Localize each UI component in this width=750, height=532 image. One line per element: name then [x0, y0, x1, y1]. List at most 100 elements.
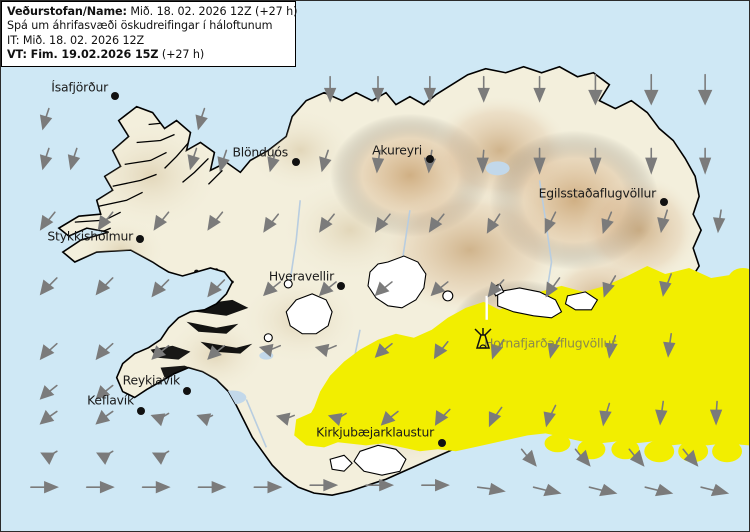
- wind-arrow: [434, 408, 451, 426]
- glaciers: [263, 255, 599, 476]
- wind-arrow: [533, 75, 546, 103]
- wind-arrow: [217, 149, 230, 173]
- wind-arrow: [712, 209, 726, 234]
- wind-arrow: [588, 73, 603, 106]
- info-valid-value: (+27 h): [158, 47, 205, 61]
- wind-arrow: [588, 483, 618, 497]
- ash-plume-southwest-lobe: [294, 411, 345, 448]
- wind-arrow: [30, 480, 59, 494]
- wind-arrow: [267, 149, 280, 173]
- wind-arrow: [644, 73, 659, 106]
- wind-arrow: [430, 281, 449, 297]
- wind-arrow: [96, 450, 114, 465]
- wind-arrow: [39, 277, 58, 296]
- wind-arrow: [545, 277, 561, 298]
- wind-arrow: [141, 480, 171, 494]
- wind-arrow: [589, 147, 602, 175]
- wind-arrow: [95, 277, 114, 296]
- wind-arrow: [196, 413, 214, 427]
- wind-arrow: [476, 149, 489, 174]
- wind-arrow: [423, 75, 437, 103]
- wind-arrow: [547, 336, 561, 359]
- wind-arrow: [150, 412, 170, 427]
- wind-arrow: [95, 409, 114, 425]
- wind-arrow: [327, 412, 347, 427]
- info-line-description: Spá um áhrifasvæði öskudreifingar í hálo…: [7, 19, 273, 33]
- glacier-myrdalsjokull: [353, 444, 407, 476]
- glacier-vatnajokull: [497, 287, 563, 319]
- wind-arrow: [39, 409, 58, 425]
- wind-arrow: [421, 478, 450, 492]
- wind-arrow: [318, 281, 337, 297]
- wind-arrow: [532, 483, 562, 497]
- glacier-hofsjokull: [285, 293, 333, 335]
- wind-arrow: [207, 279, 226, 298]
- wind-arrow: [253, 480, 283, 494]
- wind-arrow: [39, 147, 53, 171]
- wind-arrow: [85, 480, 115, 494]
- wind-arrow: [95, 384, 114, 400]
- wind-arrow: [323, 75, 337, 103]
- wind-arrow: [319, 213, 335, 233]
- wind-arrow: [543, 404, 557, 428]
- info-line-valid-time: VT: Fim. 19.02.2026 15Z (+27 h): [7, 48, 290, 62]
- wind-arrow-field: [30, 73, 730, 497]
- glacier-langjokull: [367, 255, 427, 309]
- info-valid-label: VT: Fim. 19.02.2026 15Z: [7, 47, 159, 61]
- wind-arrow: [487, 279, 505, 298]
- wind-arrow: [490, 338, 505, 360]
- wind-arrow: [520, 448, 537, 467]
- wind-arrow: [319, 149, 332, 173]
- wind-arrow: [645, 147, 658, 175]
- wind-arrow: [486, 213, 501, 234]
- wind-arrow: [697, 73, 713, 106]
- wind-arrow: [574, 448, 591, 467]
- wind-arrow: [39, 107, 53, 131]
- wind-arrow: [365, 478, 395, 492]
- wind-arrow: [659, 273, 673, 297]
- info-line-name: Veðurstofan/Name: Mið. 18. 02. 2026 12Z …: [7, 5, 297, 19]
- wind-arrow: [644, 483, 674, 497]
- wind-arrow: [95, 342, 114, 361]
- wind-arrow: [197, 480, 227, 494]
- forecast-info-box: Veðurstofan/Name: Mið. 18. 02. 2026 12Z …: [1, 1, 297, 68]
- info-line-issue-time: IT: Mið. 18. 02. 2026 12Z: [7, 33, 145, 47]
- wind-arrow: [657, 209, 670, 234]
- wind-arrow: [39, 211, 56, 231]
- wind-arrow: [67, 147, 81, 171]
- wind-arrow: [275, 412, 296, 426]
- wind-arrow: [602, 275, 617, 298]
- wind-arrow: [380, 410, 399, 426]
- wind-arrow: [477, 75, 490, 103]
- wind-arrow: [309, 478, 339, 492]
- wind-arrow: [605, 334, 618, 359]
- wind-arrow: [374, 281, 393, 297]
- wind-arrow: [151, 344, 170, 360]
- glacier-small-1: [283, 279, 293, 289]
- wind-arrow: [97, 211, 114, 231]
- wind-arrow: [151, 450, 170, 465]
- wind-arrow: [40, 450, 58, 465]
- wind-arrow: [187, 147, 200, 171]
- wind-arrow: [709, 400, 723, 426]
- wind-arrow: [207, 344, 226, 360]
- wind-arrow: [533, 147, 546, 175]
- wind-arrow: [599, 402, 612, 427]
- ash-plume-west-lobe: [328, 355, 426, 420]
- wind-arrow: [488, 406, 503, 428]
- glacier-small-3: [442, 290, 454, 302]
- wind-arrow: [258, 343, 282, 358]
- glacier-small-2: [263, 333, 273, 343]
- ash-affected-area: [294, 266, 749, 463]
- wind-arrow: [371, 149, 385, 174]
- glacier-eyjafjallajokull: [329, 454, 353, 472]
- info-name-value: Mið. 18. 02. 2026 12Z (+27 h): [126, 5, 298, 18]
- wind-arrow: [544, 211, 557, 235]
- wind-arrow: [263, 281, 282, 297]
- glacier-vatnajokull-east: [564, 291, 599, 311]
- wind-arrow: [39, 384, 58, 400]
- wind-arrow: [39, 342, 58, 361]
- wind-arrow: [195, 107, 208, 131]
